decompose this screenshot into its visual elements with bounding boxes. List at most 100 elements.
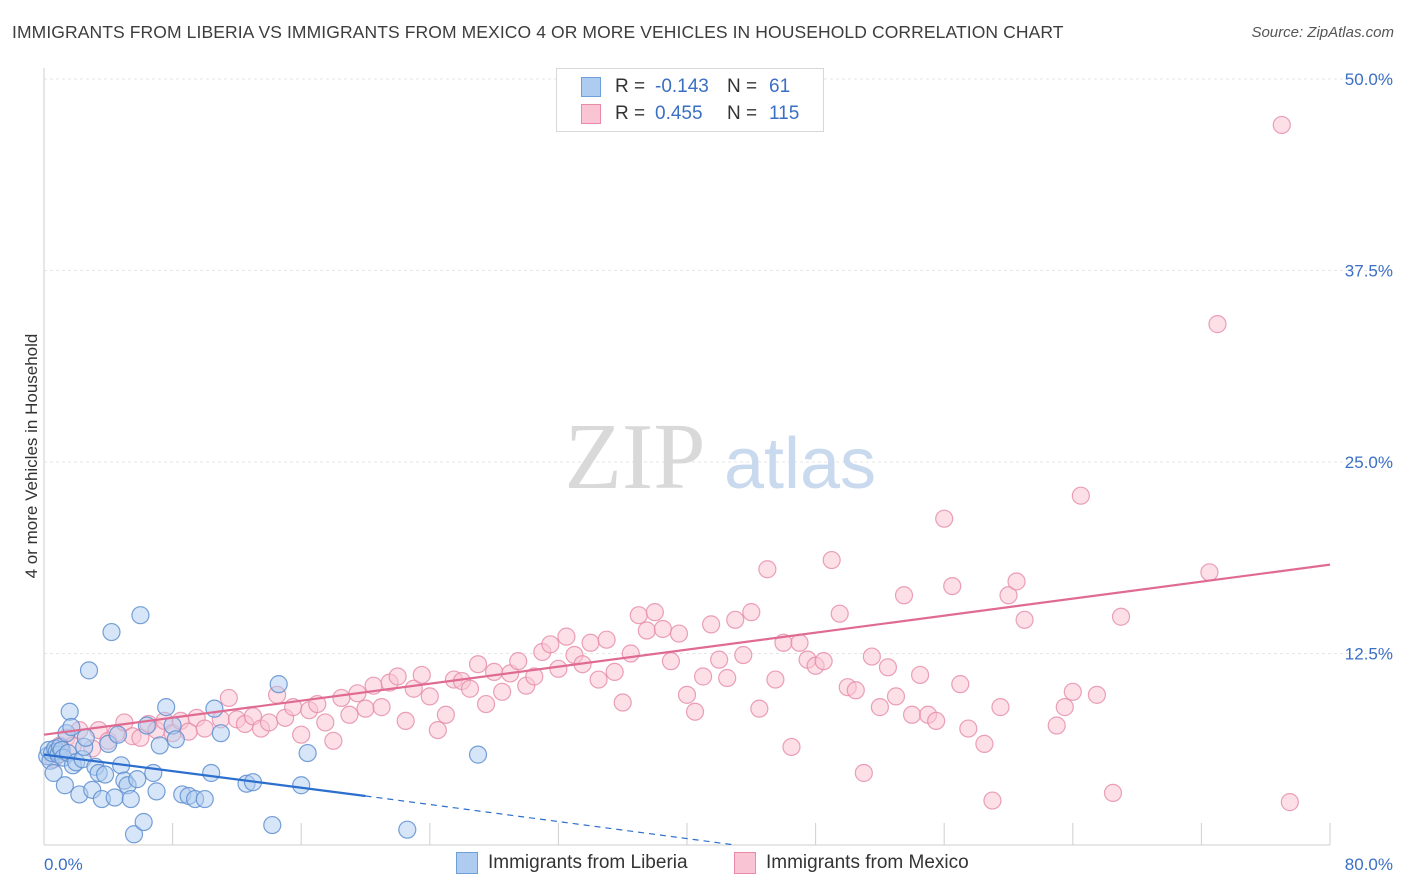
mexico-point (340, 705, 359, 724)
mexico-point (878, 658, 898, 677)
mexico-point (420, 687, 439, 706)
legend-r-label: R = (615, 103, 646, 124)
mexico-point (1280, 793, 1299, 812)
liberia-point (211, 724, 230, 743)
mexico-point (653, 619, 672, 639)
mexico-point (710, 650, 729, 669)
mexico-point (1272, 115, 1291, 135)
watermark-zip: ZIP (565, 405, 706, 509)
liberia-point (79, 661, 99, 680)
mexico-point (541, 635, 560, 654)
liberia-point (134, 812, 153, 832)
legend-label-mexico: Immigrants from Mexico (766, 852, 969, 873)
mexico-point (1200, 563, 1219, 582)
y-tick-label: 50.0% (1345, 70, 1393, 89)
mexico-point (525, 667, 544, 686)
legend-item-mexico[interactable]: Immigrants from Mexico (734, 852, 969, 874)
liberia-point (60, 702, 79, 721)
series-legend: Immigrants from Liberia Immigrants from … (0, 852, 1406, 876)
liberia-point (468, 745, 488, 764)
legend-r-value: 0.455 (655, 103, 703, 124)
mexico-point (894, 586, 914, 605)
mexico-point (372, 698, 391, 717)
tick-labels: 12.5% 25.0% 37.5% 50.0% 0.0% 80.0% (44, 70, 1393, 874)
mexico-point (822, 550, 841, 570)
legend-item-liberia[interactable]: Immigrants from Liberia (456, 852, 688, 874)
mexico-point (476, 694, 496, 714)
liberia-point (55, 776, 74, 795)
legend-row-mexico: R = 0.455 N = 115 (581, 102, 799, 126)
mexico-point (830, 604, 849, 623)
mexico-point (493, 682, 512, 701)
liberia-point (76, 728, 95, 747)
liberia-point (108, 725, 128, 744)
mexico-point (927, 711, 946, 731)
watermark: ZIP atlas (565, 405, 877, 509)
mexico-point (886, 687, 906, 706)
liberia-point (121, 789, 140, 809)
mexico-point (1208, 315, 1227, 334)
mexico-point (428, 720, 447, 740)
mexico-point (862, 647, 881, 666)
mexico-point (1015, 610, 1034, 629)
mexico-point (782, 737, 801, 757)
legend-swatch-mexico (581, 104, 601, 124)
mexico-point (1071, 486, 1090, 505)
mexico-point (999, 586, 1018, 605)
mexico-point (1087, 685, 1107, 704)
mexico-point (846, 681, 865, 700)
mexico-point (195, 719, 214, 738)
mexico-point (790, 633, 809, 652)
liberia-point (298, 743, 317, 763)
mexico-point (292, 725, 311, 744)
grid-lines (44, 78, 1394, 654)
liberia-point (157, 698, 176, 717)
legend-row-liberia: R = -0.143 N = 61 (581, 75, 790, 99)
trend-lines (43, 563, 1331, 846)
liberia-point (292, 776, 311, 795)
liberia-points (38, 606, 488, 844)
liberia-point (131, 606, 150, 625)
legend-n-value: 61 (769, 76, 791, 97)
chart-title: IMMIGRANTS FROM LIBERIA VS IMMIGRANTS FR… (12, 22, 1064, 42)
liberia-trend-line (43, 753, 366, 798)
mexico-point (396, 711, 415, 731)
mexico-point (581, 633, 600, 652)
y-tick-label: 12.5% (1345, 645, 1393, 664)
liberia-point (205, 699, 224, 718)
mexico-point (259, 713, 279, 732)
liberia-point (195, 789, 214, 809)
mexico-point (645, 603, 664, 622)
mexico-trend-line (43, 563, 1331, 736)
liberia-point (128, 770, 147, 789)
liberia-point (95, 765, 115, 784)
mexico-point (718, 668, 737, 688)
y-tick-label: 37.5% (1345, 262, 1393, 281)
source-label: Source: ZipAtlas.com (1251, 24, 1394, 41)
mexico-point (677, 685, 697, 704)
mexico-point (468, 655, 488, 674)
mexico-point (1047, 716, 1066, 735)
mexico-point (332, 688, 351, 708)
mexico-point (324, 731, 343, 750)
x-tick-label: 0.0% (44, 855, 83, 874)
watermark-atlas: atlas (724, 424, 876, 504)
mexico-point (356, 699, 375, 718)
mexico-point (388, 667, 407, 686)
liberia-point (102, 622, 121, 642)
legend-swatch-liberia (456, 852, 478, 874)
legend-swatch-liberia (581, 77, 601, 97)
axes (43, 68, 1331, 846)
mexico-point (485, 662, 504, 681)
mexico-point (766, 670, 785, 689)
liberia-point (202, 763, 221, 783)
mexico-point (951, 675, 970, 694)
mexico-point (726, 610, 745, 629)
mexico-point (854, 763, 873, 783)
mexico-point (734, 645, 753, 665)
mexico-point (597, 630, 616, 649)
mexico-point (814, 652, 833, 671)
mexico-point (870, 698, 890, 717)
mexico-point (1111, 607, 1131, 626)
